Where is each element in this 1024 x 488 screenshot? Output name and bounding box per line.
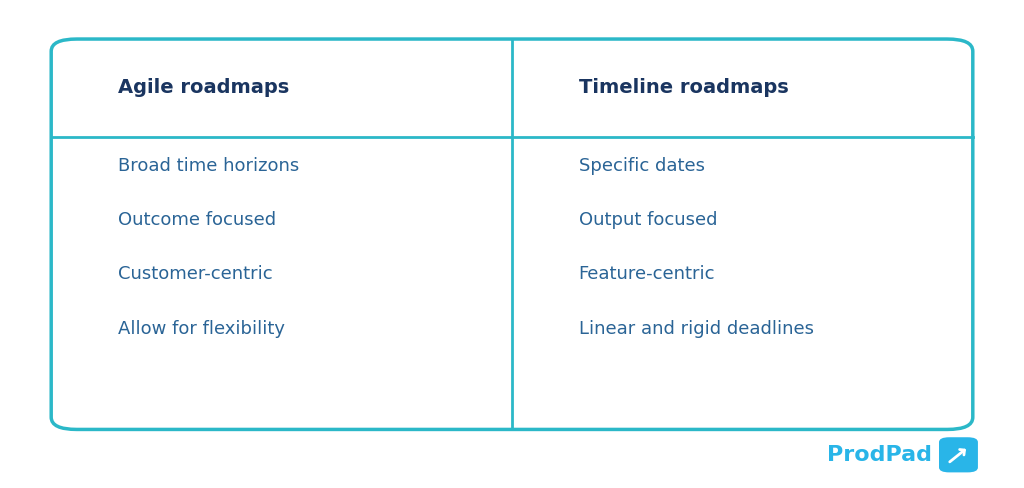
Text: Broad time horizons: Broad time horizons [118, 157, 299, 175]
Text: Timeline roadmaps: Timeline roadmaps [579, 79, 788, 97]
Text: Allow for flexibility: Allow for flexibility [118, 320, 285, 338]
Text: Outcome focused: Outcome focused [118, 211, 275, 229]
Text: Customer-centric: Customer-centric [118, 265, 272, 284]
FancyBboxPatch shape [939, 437, 978, 472]
Text: Specific dates: Specific dates [579, 157, 705, 175]
Text: ProdPad: ProdPad [826, 445, 932, 465]
Text: Agile roadmaps: Agile roadmaps [118, 79, 289, 97]
Text: Output focused: Output focused [579, 211, 717, 229]
Text: Linear and rigid deadlines: Linear and rigid deadlines [579, 320, 813, 338]
FancyBboxPatch shape [51, 39, 973, 429]
Text: Feature-centric: Feature-centric [579, 265, 715, 284]
